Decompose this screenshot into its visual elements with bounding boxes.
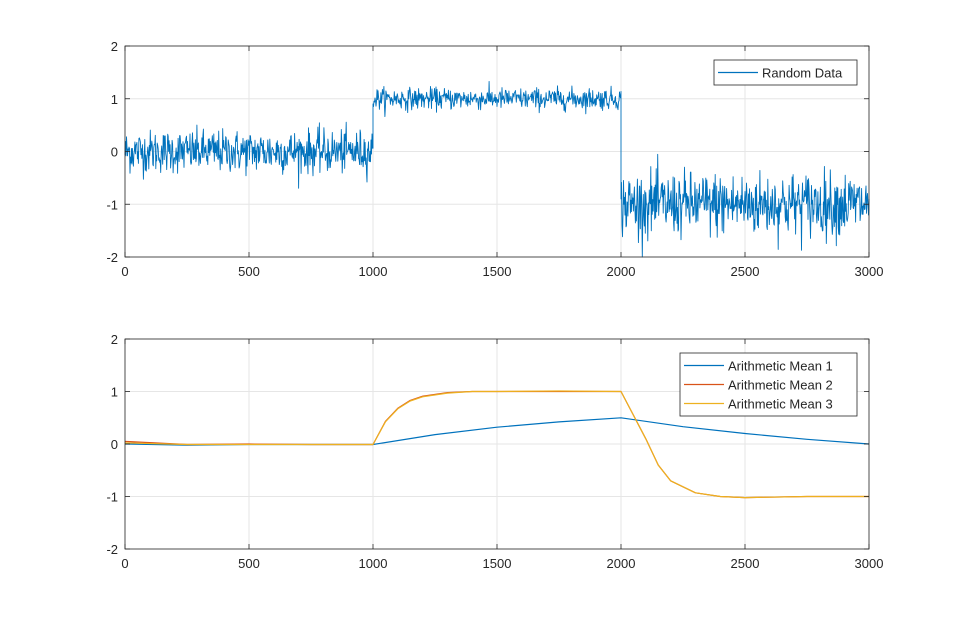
x-tick-label: 3000 [855, 264, 884, 279]
x-tick-label: 2000 [607, 264, 636, 279]
x-tick-label: 3000 [855, 556, 884, 571]
bottom-axes: 0 500 1000 1500 2000 2500 3000 -2 -1 0 1 2 Arithmeti… [106, 332, 883, 571]
x-tick-label: 1500 [483, 556, 512, 571]
x-tick-label: 1500 [483, 264, 512, 279]
x-tick-label: 500 [238, 264, 260, 279]
legend: Random Data [713, 59, 858, 86]
x-tick-label: 0 [121, 556, 128, 571]
y-tick-label: 1 [111, 92, 118, 107]
legend-label-2: Arithmetic Mean 2 [728, 378, 833, 393]
y-tick-label: 0 [111, 145, 118, 160]
y-tick-label: -1 [106, 490, 118, 505]
legend-label-3: Arithmetic Mean 3 [728, 397, 833, 412]
y-tick-label: -2 [106, 542, 118, 557]
y-tick-label: 1 [111, 385, 118, 400]
x-tick-label: 2500 [731, 264, 760, 279]
y-tick-label: -1 [106, 197, 118, 212]
y-tick-label: 0 [111, 437, 118, 452]
legend-label-1: Arithmetic Mean 1 [728, 359, 833, 374]
series-line-1 [124, 81, 870, 258]
y-tick-label: 2 [111, 39, 118, 54]
legend: Arithmetic Mean 1 Arithmetic Mean 2 Arithm… [679, 352, 858, 417]
series-line-3 [124, 390, 869, 499]
x-tick-label: 1000 [359, 264, 388, 279]
x-tick-label: 500 [238, 556, 260, 571]
x-tick-label: 1000 [359, 556, 388, 571]
legend-label-1: Random Data [762, 66, 843, 81]
x-tick-label: 0 [121, 264, 128, 279]
y-tick-label: 2 [111, 332, 118, 347]
y-tick-label: -2 [106, 250, 118, 265]
x-tick-label: 2000 [607, 556, 636, 571]
x-tick-label: 2500 [731, 556, 760, 571]
top-axes: 0 500 1000 1500 2000 2500 3000 -2 -1 0 1 2 Random Da… [106, 39, 883, 279]
